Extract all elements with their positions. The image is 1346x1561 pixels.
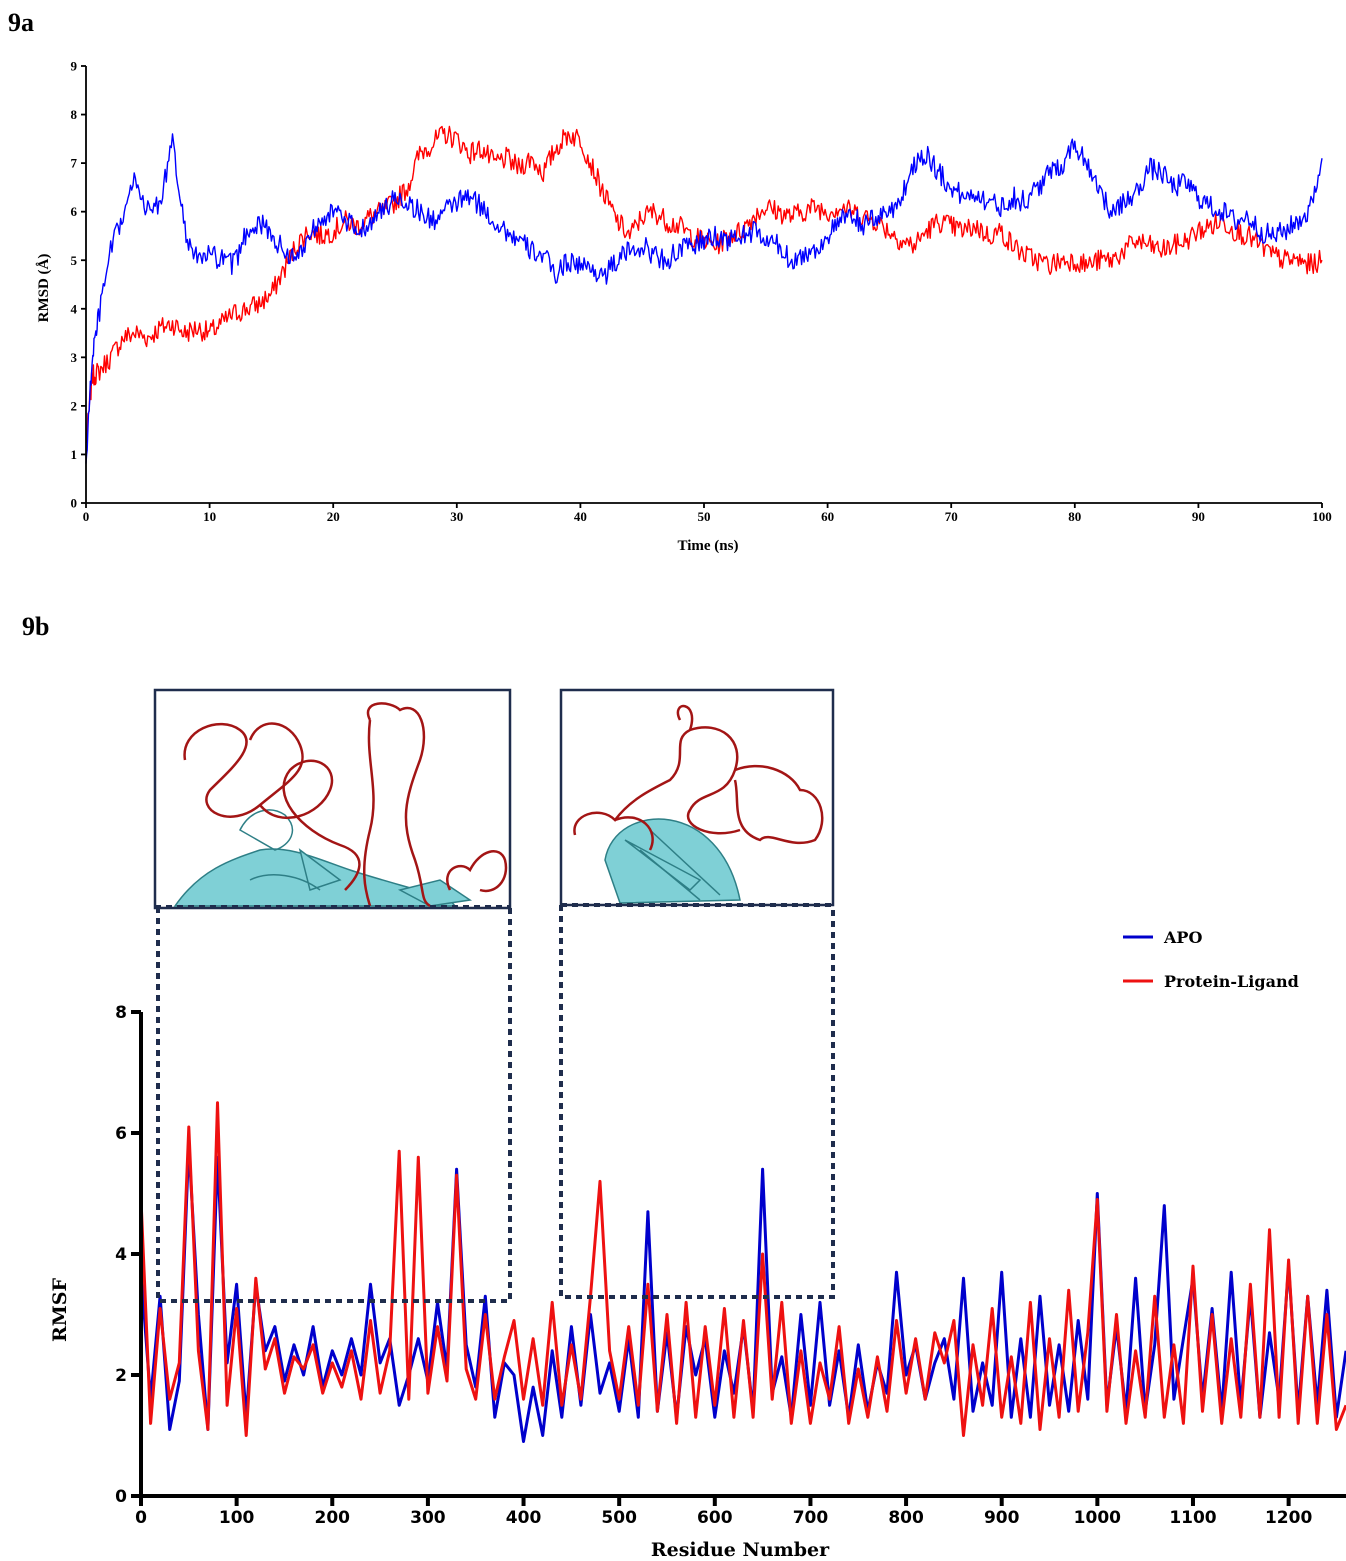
inset-2-zoom-region	[559, 905, 835, 1299]
rmsd-x-tick-label: 60	[821, 509, 834, 524]
rmsf-y-tick-label: 0	[115, 1487, 127, 1507]
rmsf-x-tick-label: 400	[506, 1508, 542, 1528]
inset-2-protein-cyan	[604, 818, 741, 904]
rmsf-x-tick-label: 1200	[1265, 1508, 1312, 1528]
rmsd-x-tick-label: 70	[945, 509, 958, 524]
rmsf-y-tick-label: 8	[115, 1003, 127, 1023]
rmsd-x-tick-label: 80	[1068, 509, 1081, 524]
inset-1-zoom-region	[156, 907, 512, 1303]
legend-apo-label: APO	[1163, 928, 1202, 947]
rmsf-x-tick-label: 300	[410, 1508, 446, 1528]
rmsd-y-tick-label: 3	[71, 350, 78, 365]
rmsf-legend: APO Protein-Ligand	[1123, 928, 1299, 991]
rmsf-x-tick-label: 700	[793, 1508, 829, 1528]
rmsd-x-tick-label: 100	[1312, 509, 1332, 524]
rmsf-x-tick-label: 500	[601, 1508, 637, 1528]
rmsd-y-tick-label: 0	[71, 496, 78, 511]
structure-insets	[153, 688, 835, 1303]
rmsd-series-red-line	[85, 125, 1323, 444]
inset-2-protein-loops	[573, 704, 824, 851]
rmsf-x-tick-label: 1100	[1169, 1508, 1216, 1528]
rmsf-x-tick-label: 100	[219, 1508, 255, 1528]
rmsf-x-tick-label: 900	[984, 1508, 1020, 1528]
rmsf-x-tick-label: 1000	[1074, 1508, 1121, 1528]
rmsd-x-tick-label: 40	[574, 509, 587, 524]
rmsd-x-tick-label: 20	[327, 509, 340, 524]
panel-label-9a: 9a	[8, 8, 34, 37]
rmsd-y-axis-title: RMSD (Å)	[36, 254, 52, 323]
rmsd-series-blue-line	[85, 133, 1323, 464]
rmsd-y-tick-label: 4	[71, 301, 78, 316]
legend-protein-ligand-label: Protein-Ligand	[1164, 972, 1299, 991]
rmsd-chart: Time (ns) RMSD (Å) 0 10 20 30 40 50 60 70 80 90 10…	[36, 59, 1332, 554]
rmsd-x-tick-label: 30	[450, 509, 463, 524]
rmsf-x-tick-label: 0	[135, 1508, 147, 1528]
rmsf-x-axis-title: Residue Number	[651, 1539, 830, 1561]
rmsd-y-tick-label: 2	[71, 398, 78, 413]
rmsf-x-tick-label: 800	[888, 1508, 924, 1528]
rmsf-y-axis-title: RMSF	[49, 1277, 71, 1342]
rmsd-y-tick-label: 7	[71, 156, 78, 171]
rmsd-x-tick-label: 0	[83, 509, 90, 524]
rmsd-x-tick-label: 50	[698, 509, 711, 524]
rmsd-y-tick-label: 8	[71, 107, 78, 122]
rmsf-y-tick-label: 2	[115, 1366, 127, 1386]
rmsd-y-tick-label: 6	[71, 204, 78, 219]
rmsd-x-tick-label: 90	[1192, 509, 1205, 524]
rmsf-y-tick-label: 6	[115, 1124, 127, 1144]
structure-inset-1	[153, 688, 512, 1303]
inset-1-protein-cyan	[173, 809, 473, 907]
rmsd-y-tick-label: 5	[71, 253, 78, 268]
rmsd-x-axis-title: Time (ns)	[678, 538, 739, 554]
rmsf-series-protein-ligand-line	[139, 1101, 1346, 1437]
rmsd-y-tick-label: 9	[71, 59, 78, 74]
rmsd-y-tick-label: 1	[71, 447, 78, 462]
inset-1-protein-loops	[183, 702, 508, 908]
rmsf-chart: Residue Number RMSF APO Protein-Ligand 0…	[49, 928, 1346, 1561]
rmsd-x-tick-label: 10	[203, 509, 216, 524]
rmsf-y-tick-label: 4	[115, 1245, 127, 1265]
structure-inset-2	[559, 688, 835, 1299]
rmsf-series-apo-line	[139, 1143, 1346, 1443]
rmsf-x-tick-label: 600	[697, 1508, 733, 1528]
rmsf-x-tick-label: 200	[315, 1508, 351, 1528]
panel-label-9b: 9b	[22, 612, 50, 641]
